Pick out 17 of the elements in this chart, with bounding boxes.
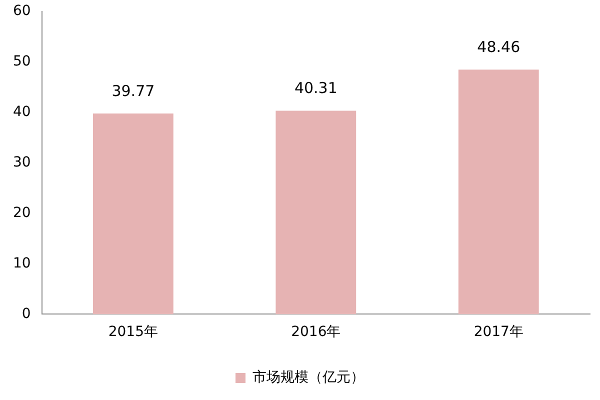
bar [276, 110, 356, 314]
bar [92, 113, 174, 314]
x-tick-label: 2017年 [474, 324, 524, 340]
legend-label: 市场规模（亿元） [252, 370, 364, 386]
y-tick-label: 60 [12, 3, 31, 20]
data-label: 48.46 [477, 38, 520, 56]
y-tick-label: 0 [22, 306, 31, 322]
y-tick-label: 20 [12, 204, 31, 221]
x-tick-label: 2015年 [108, 324, 158, 340]
x-tick-label: 2016年 [291, 324, 341, 340]
y-tick-label: 50 [12, 54, 31, 70]
y-tick-label: 40 [12, 104, 31, 120]
y-tick-label: 30 [12, 154, 31, 170]
y-tick-label: 10 [12, 255, 31, 272]
data-label: 40.31 [294, 79, 338, 98]
data-label: 39.77 [112, 82, 155, 100]
bar [458, 70, 539, 314]
